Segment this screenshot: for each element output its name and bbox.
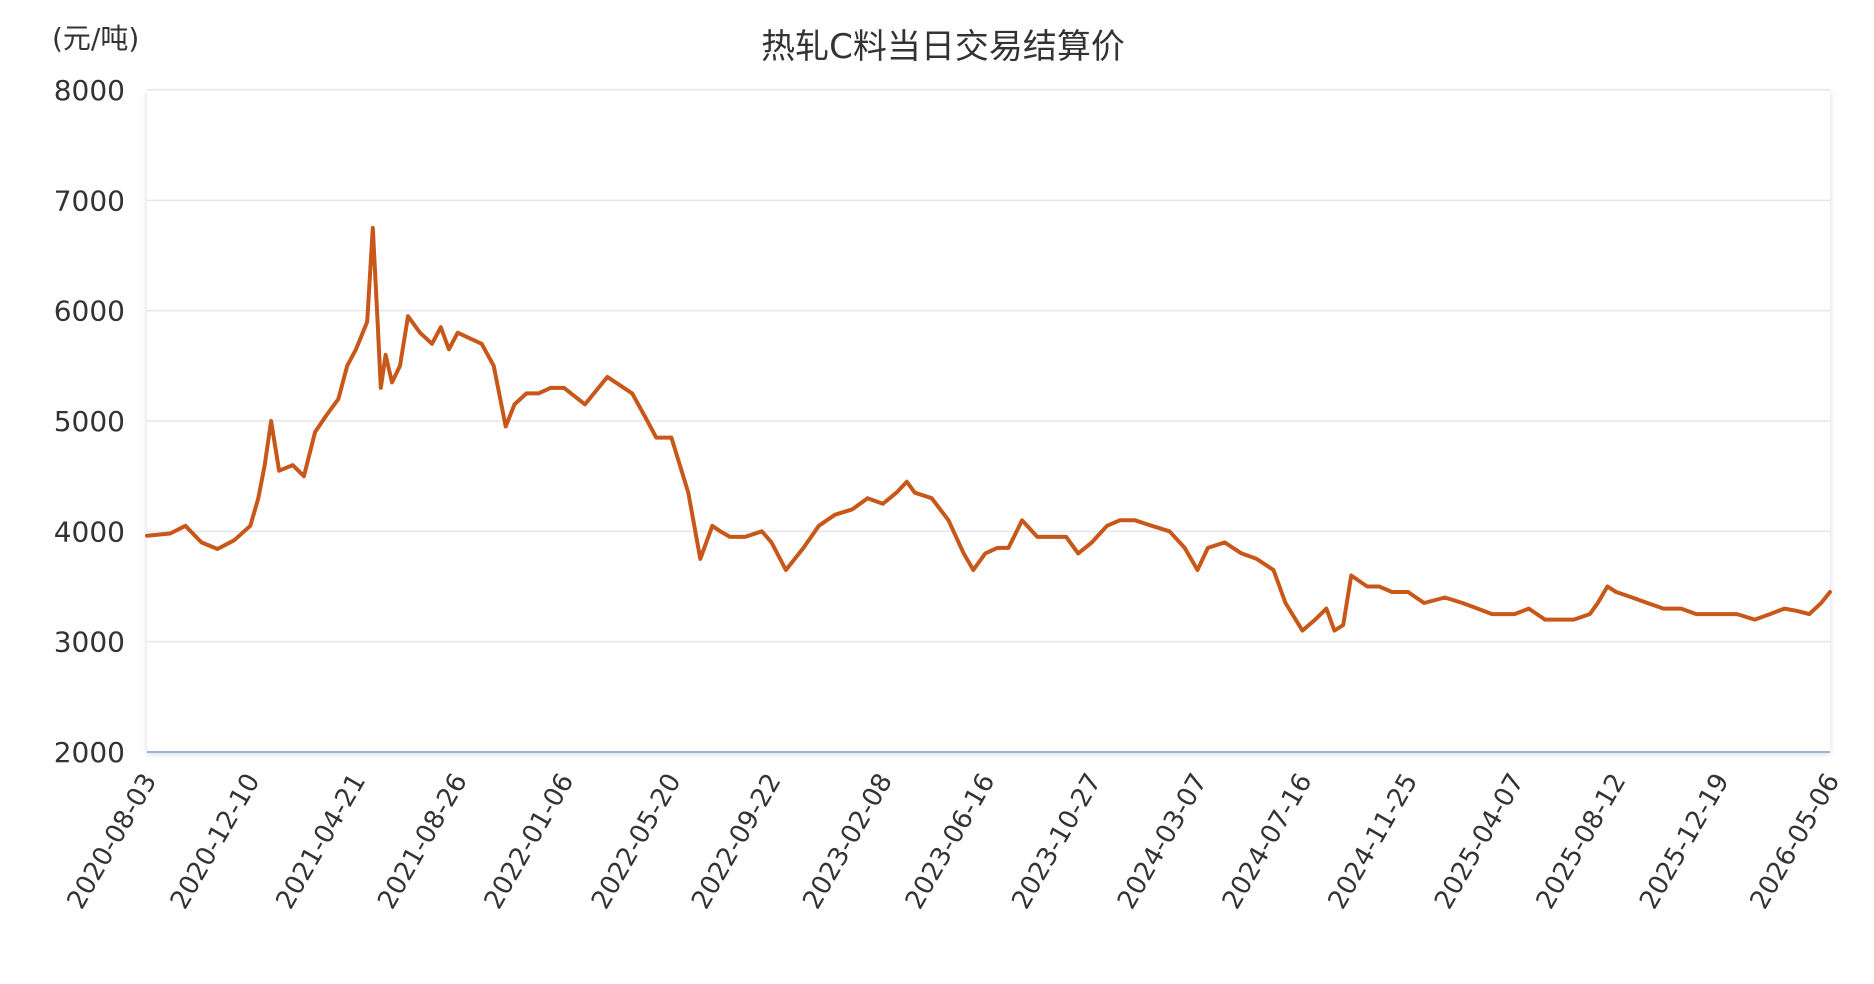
x-tick-label: 2021-04-21 <box>271 769 373 915</box>
y-tick-label: 3000 <box>54 626 125 659</box>
x-tick-label: 2024-11-25 <box>1323 769 1425 915</box>
x-tick-label: 2022-01-06 <box>479 769 581 915</box>
x-tick-label: 2023-10-27 <box>1006 769 1108 915</box>
x-axis: 2020-08-03 2020-12-10 2021-04-21 2021-08-26… <box>62 768 1847 914</box>
x-tick-label: 2024-03-07 <box>1112 769 1214 915</box>
series-layer <box>145 225 1832 633</box>
chart-title: 热轧C料当日交易结算价 <box>761 27 1125 67</box>
x-tick-label: 2020-08-03 <box>62 769 164 915</box>
y-axis: 2000 3000 4000 5000 6000 7000 8000 <box>54 74 125 769</box>
y-tick-label: 4000 <box>54 515 125 548</box>
x-tick-label: 2024-07-16 <box>1217 769 1319 915</box>
x-tick-label: 2025-12-19 <box>1634 769 1736 915</box>
x-tick-label: 2022-09-22 <box>686 769 788 915</box>
y-tick-label: 6000 <box>54 295 125 328</box>
y-tick-label: 8000 <box>54 74 125 107</box>
y-axis-unit-label: (元/吨) <box>52 22 139 55</box>
grid-lines <box>147 89 1830 753</box>
x-tick-label: 2025-04-07 <box>1429 769 1531 915</box>
x-tick-label: 2026-05-06 <box>1745 769 1847 915</box>
x-tick-label: 2022-05-20 <box>586 769 688 915</box>
x-tick-label: 2025-08-12 <box>1531 769 1633 915</box>
x-tick-label: 2020-12-10 <box>165 769 267 915</box>
x-tick-label: 2023-02-08 <box>797 768 899 914</box>
y-tick-label: 5000 <box>54 405 125 438</box>
y-tick-label: 7000 <box>54 184 125 217</box>
y-tick-label: 2000 <box>54 736 125 769</box>
x-tick-label: 2021-08-26 <box>372 769 474 915</box>
x-tick-label: 2023-06-16 <box>900 769 1002 915</box>
series-line <box>145 225 1832 633</box>
